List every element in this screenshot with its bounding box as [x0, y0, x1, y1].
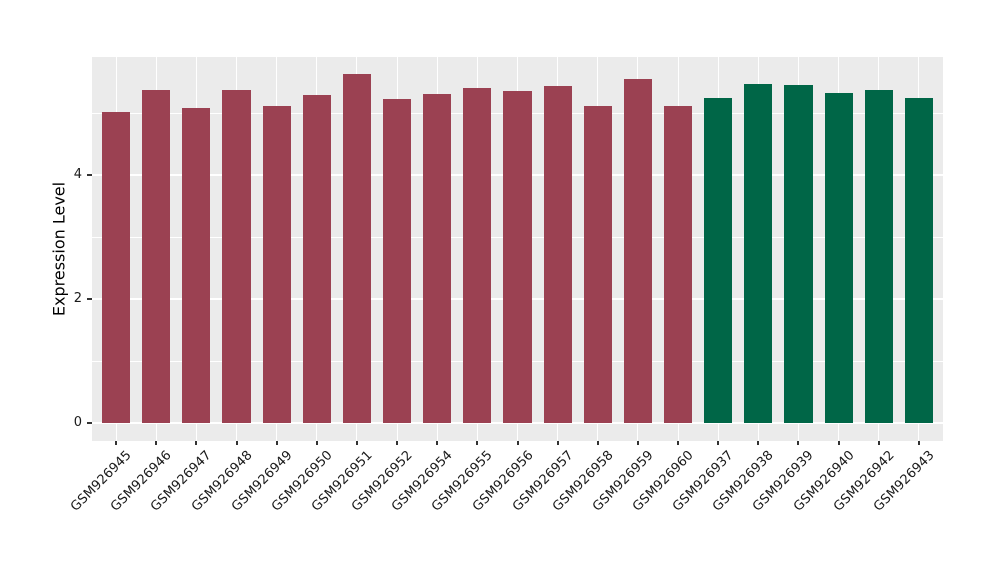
bar-GSM926943: [904, 98, 933, 424]
bar-GSM926959: [623, 79, 652, 424]
x-tick-GSM926958: [596, 441, 599, 445]
y-tick-2: [87, 298, 92, 301]
y-tick-0: [87, 422, 92, 425]
x-tick-GSM926940: [837, 441, 840, 445]
bar-GSM926939: [784, 84, 813, 424]
x-tick-GSM926960: [677, 441, 680, 445]
bar-GSM926948: [222, 90, 251, 424]
y-tick-label-4: 4: [73, 167, 82, 183]
bar-GSM926949: [262, 105, 291, 424]
x-tick-GSM926954: [436, 441, 439, 445]
bar-GSM926947: [182, 108, 211, 423]
bar-GSM926955: [463, 87, 492, 423]
bar-GSM926952: [383, 98, 412, 423]
y-tick-label-0: 0: [73, 415, 82, 431]
bar-GSM926957: [543, 86, 572, 424]
x-tick-GSM926945: [115, 441, 118, 445]
x-tick-GSM926955: [476, 441, 479, 445]
x-tick-GSM926957: [556, 441, 559, 445]
bar-GSM926942: [864, 89, 893, 423]
y-tick-label-2: 2: [73, 291, 82, 307]
x-tick-GSM926951: [355, 441, 358, 445]
x-tick-GSM926952: [396, 441, 399, 445]
bar-GSM926960: [664, 105, 693, 424]
bar-GSM926958: [583, 105, 612, 424]
x-tick-GSM926950: [315, 441, 318, 445]
x-tick-GSM926938: [757, 441, 760, 445]
bar-GSM926937: [704, 98, 733, 424]
bar-GSM926945: [102, 111, 131, 423]
x-tick-GSM926959: [636, 441, 639, 445]
x-tick-GSM926947: [195, 441, 198, 445]
bar-GSM926946: [142, 90, 171, 424]
bar-GSM926940: [824, 93, 853, 423]
bar-GSM926950: [302, 95, 331, 423]
x-tick-GSM926939: [797, 441, 800, 445]
x-tick-GSM926937: [717, 441, 720, 445]
x-tick-GSM926946: [155, 441, 158, 445]
x-tick-GSM926942: [877, 441, 880, 445]
bar-GSM926938: [744, 83, 773, 423]
bar-GSM926951: [342, 74, 371, 423]
x-tick-GSM926949: [275, 441, 278, 445]
plot-area: [92, 57, 943, 441]
x-tick-GSM926948: [235, 441, 238, 445]
x-tick-GSM926956: [516, 441, 519, 445]
x-tick-GSM926943: [917, 441, 920, 445]
bar-GSM926956: [503, 91, 532, 423]
bar-GSM926954: [423, 93, 452, 424]
y-tick-4: [87, 174, 92, 177]
